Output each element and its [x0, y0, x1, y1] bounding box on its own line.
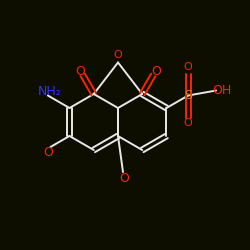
Text: NH₂: NH₂ [38, 85, 62, 98]
Text: O: O [184, 118, 192, 128]
Text: O: O [75, 66, 85, 78]
Text: OH: OH [212, 84, 232, 97]
Text: O: O [119, 172, 129, 184]
Text: O: O [44, 146, 54, 158]
Text: S: S [184, 89, 192, 102]
Text: O: O [184, 62, 192, 72]
Text: O: O [114, 50, 122, 60]
Text: O: O [151, 66, 161, 78]
